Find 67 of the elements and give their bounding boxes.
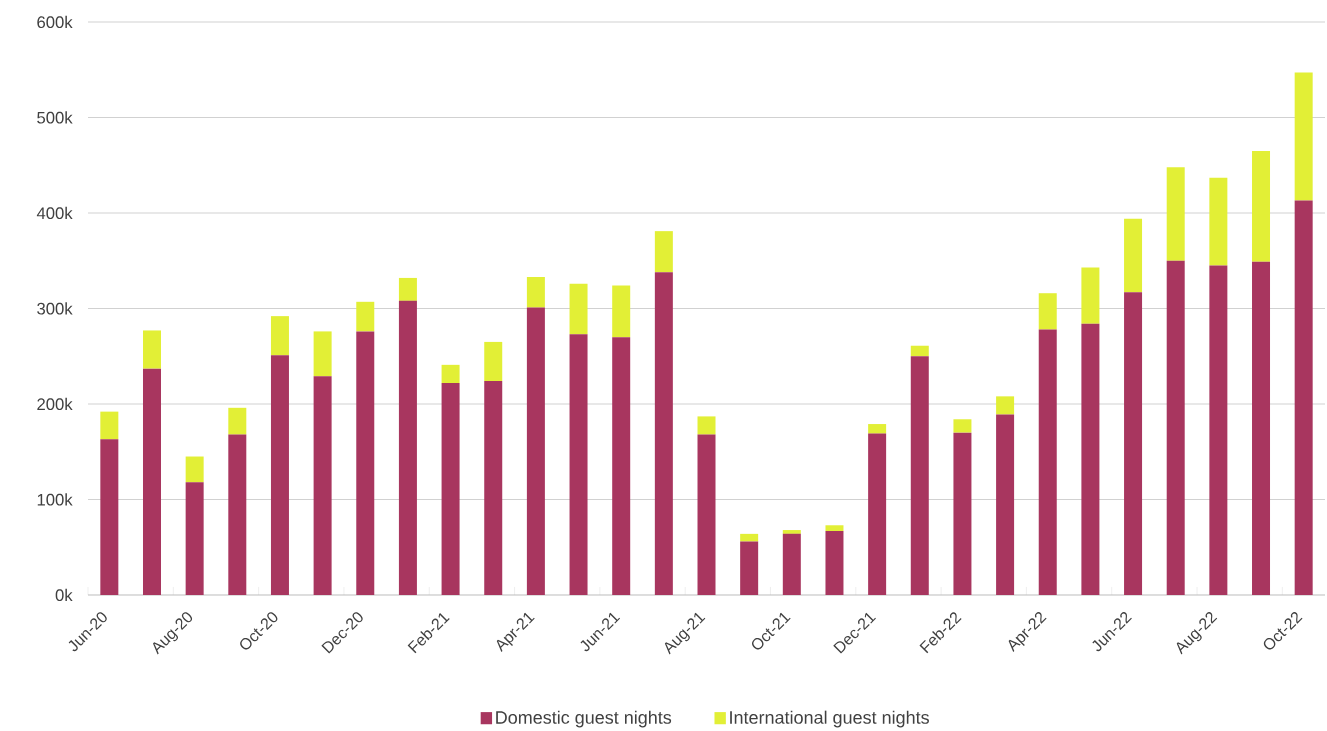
bar: [1166, 260, 1185, 595]
bar: [825, 531, 844, 595]
bar: [910, 356, 929, 595]
bar: [569, 283, 588, 335]
bar: [484, 381, 503, 595]
legend-label: International guest nights: [730, 710, 929, 728]
bar: [782, 530, 801, 534]
bar: [868, 433, 887, 595]
bar: [1294, 200, 1313, 595]
bar: [740, 533, 759, 542]
bar: [1038, 329, 1057, 595]
bar: [740, 541, 759, 595]
bar: [782, 533, 801, 595]
bar: [313, 331, 332, 377]
bar: [441, 382, 460, 595]
bar: [910, 345, 929, 357]
bar: [185, 456, 204, 483]
bar: [1252, 150, 1271, 262]
legend-label: Domestic guest nights: [496, 710, 672, 728]
bar: [100, 439, 119, 595]
bar: [1209, 265, 1228, 595]
bar: [825, 525, 844, 531]
bar: [526, 307, 545, 595]
bar: [1081, 267, 1100, 324]
bar: [228, 407, 247, 435]
bar: [356, 331, 375, 595]
bar: [654, 272, 673, 595]
bar: [185, 482, 204, 595]
bar: [654, 231, 673, 273]
bar: [441, 364, 460, 383]
y-tick-label: 200k: [37, 397, 73, 411]
bar: [868, 424, 887, 434]
bar: [1294, 72, 1313, 201]
bar: [142, 330, 161, 369]
bar: [1166, 167, 1185, 261]
bar: [484, 341, 503, 382]
bar: [398, 300, 417, 595]
bar: [270, 355, 289, 595]
y-tick-label: 100k: [37, 493, 73, 506]
bar: [313, 376, 332, 595]
bar: [953, 419, 972, 433]
bar: [228, 434, 247, 595]
bar: [612, 285, 631, 338]
bar: [697, 416, 716, 435]
bar: [953, 432, 972, 595]
bar: [569, 334, 588, 595]
bar: [100, 411, 119, 440]
y-tick-label: 400k: [36, 206, 73, 220]
bar: [142, 368, 161, 595]
y-tick-label: 500k: [37, 111, 73, 124]
bar: [356, 301, 375, 332]
bar: [697, 434, 716, 595]
bar: [612, 337, 631, 595]
bar: [1038, 293, 1057, 330]
bar: [398, 277, 417, 301]
bar: [1124, 218, 1143, 293]
bar: [996, 396, 1015, 415]
bar: [996, 414, 1015, 595]
y-tick-label: 600k: [37, 15, 73, 29]
bar: [1081, 323, 1100, 595]
y-tick-label: 0k: [55, 588, 73, 602]
bar: [1252, 261, 1271, 595]
bar: [270, 316, 289, 356]
y-tick-label: 300k: [37, 302, 73, 315]
bar: [1124, 292, 1143, 595]
bar: [526, 276, 545, 308]
bar: [1209, 177, 1228, 266]
